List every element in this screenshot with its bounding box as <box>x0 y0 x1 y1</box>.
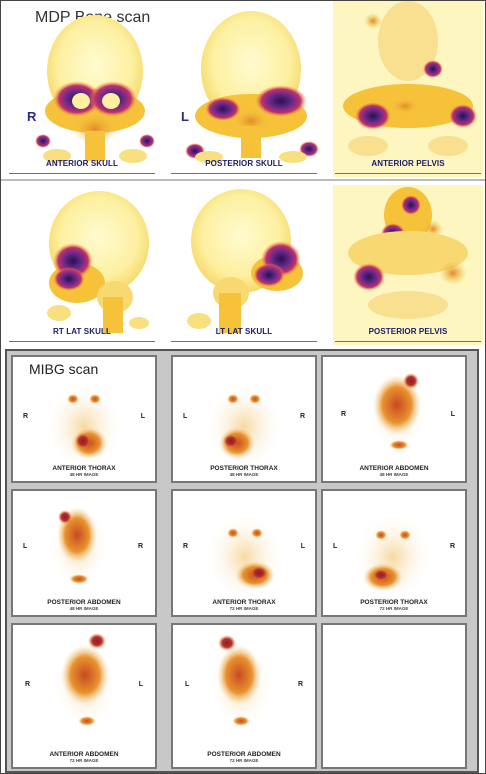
posterior-pelvis-panel: POSTERIOR PELVIS <box>333 185 483 345</box>
mibg-time-label: 48 HR IMAGE <box>69 472 99 477</box>
rt-lat-skull-panel: RT LAT SKULL <box>7 185 157 345</box>
mibg-view-label: ANTERIOR THORAX <box>52 465 116 472</box>
mibg-time-label: 48 HR IMAGE <box>69 606 99 611</box>
posterior-skull-panel: L POSTERIOR SKULL <box>169 1 319 177</box>
mibg-view-label: POSTERIOR THORAX <box>210 465 278 472</box>
rt-lat-skull-image <box>47 191 149 333</box>
posterior-pelvis-image <box>333 185 483 345</box>
panel-label: LT LAT SKULL <box>215 327 273 336</box>
mibg-image <box>204 381 284 473</box>
anterior-pelvis-image <box>333 1 483 177</box>
panel-underline <box>171 173 317 174</box>
panel-label: RT LAT SKULL <box>53 327 111 336</box>
mibg-scan-title: MIBG scan <box>27 361 101 377</box>
side-marker: R <box>299 413 305 420</box>
mibg-time-label: 48 HR IMAGE <box>379 472 409 477</box>
side-marker: L <box>140 413 145 420</box>
panel-label: ANTERIOR SKULL <box>45 159 119 168</box>
panel-label: POSTERIOR PELVIS <box>368 327 448 336</box>
side-marker: L <box>23 543 28 550</box>
anterior-pelvis-panel: ANTERIOR PELVIS <box>333 1 483 177</box>
mibg-view-label: ANTERIOR ABDOMEN <box>49 751 119 758</box>
mibg-cell-posterior-thorax-48: L R POSTERIOR THORAX 48 HR IMAGE <box>171 355 317 483</box>
side-marker-l: L <box>181 109 189 124</box>
mibg-image <box>367 373 427 453</box>
side-marker: L <box>450 411 455 418</box>
mibg-view-label: POSTERIOR ABDOMEN <box>47 599 121 606</box>
mibg-image <box>353 511 433 603</box>
mibg-empty-cell <box>321 623 467 769</box>
mibg-view-label: ANTERIOR ABDOMEN <box>359 465 429 472</box>
side-marker: R <box>297 681 303 688</box>
side-marker: R <box>449 543 455 550</box>
mibg-time-label: 72 HR IMAGE <box>229 606 259 611</box>
panel-underline <box>335 341 481 342</box>
mibg-cell-anterior-abdomen-72: R L ANTERIOR ABDOMEN 72 HR IMAGE <box>11 623 157 769</box>
mibg-cell-posterior-thorax-72: L R POSTERIOR THORAX 72 HR IMAGE <box>321 489 467 617</box>
anterior-skull-image <box>35 15 155 163</box>
side-marker: R <box>137 543 143 550</box>
mibg-time-label: 72 HR IMAGE <box>379 606 409 611</box>
row-divider <box>1 179 485 181</box>
panel-label: POSTERIOR SKULL <box>205 159 283 168</box>
side-marker: R <box>341 411 347 418</box>
panel-underline <box>9 173 155 174</box>
mibg-cell-anterior-thorax-72: R L ANTERIOR THORAX 72 HR IMAGE <box>171 489 317 617</box>
mibg-image <box>49 505 109 589</box>
panel-underline <box>335 173 481 174</box>
mibg-image <box>44 381 124 473</box>
mibg-view-label: ANTERIOR THORAX <box>212 599 276 606</box>
mibg-view-label: POSTERIOR THORAX <box>360 599 428 606</box>
mibg-time-label: 48 HR IMAGE <box>229 472 259 477</box>
side-marker: R <box>23 413 29 420</box>
lt-lat-skull-image <box>187 189 303 333</box>
side-marker: R <box>183 543 189 550</box>
mibg-scan-section: MIBG scan <box>5 349 479 773</box>
side-marker: R <box>25 681 31 688</box>
bone-scan-bottom-row: RT LAT SKULL LT LAT SKULL <box>1 185 485 345</box>
mibg-image <box>205 511 285 603</box>
lt-lat-skull-panel: LT LAT SKULL <box>169 185 319 345</box>
posterior-skull-image <box>185 11 319 163</box>
mibg-image <box>209 635 273 729</box>
panel-label: ANTERIOR PELVIS <box>371 159 445 168</box>
side-marker: L <box>333 543 338 550</box>
anterior-skull-panel: R ANTERIOR SKULL <box>7 1 157 177</box>
mibg-view-label: POSTERIOR ABDOMEN <box>207 751 281 758</box>
side-marker: L <box>138 681 143 688</box>
side-marker: L <box>185 681 190 688</box>
mibg-cell-posterior-abdomen-48: L R POSTERIOR ABDOMEN 48 HR IMAGE <box>11 489 157 617</box>
bone-scan-top-row: MDP Bone scan <box>1 1 485 177</box>
side-marker: L <box>300 543 305 550</box>
mibg-image <box>53 633 117 729</box>
panel-underline <box>171 341 317 342</box>
mibg-cell-posterior-abdomen-72: L R POSTERIOR ABDOMEN 72 HR IMAGE <box>171 623 317 769</box>
panel-underline <box>9 341 155 342</box>
side-marker: L <box>183 413 188 420</box>
mibg-time-label: 72 HR IMAGE <box>69 758 99 763</box>
mibg-cell-anterior-abdomen-48: R L ANTERIOR ABDOMEN 48 HR IMAGE <box>321 355 467 483</box>
side-marker-r: R <box>27 109 37 124</box>
mibg-time-label: 72 HR IMAGE <box>229 758 259 763</box>
